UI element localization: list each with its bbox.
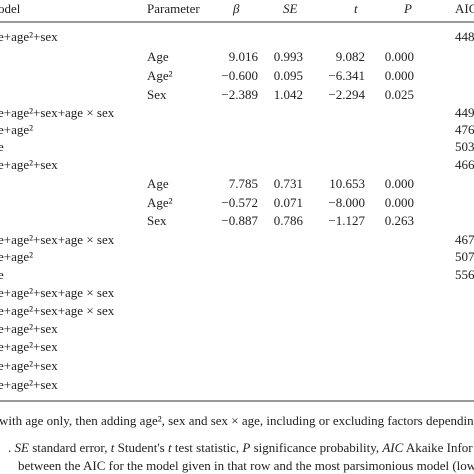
cell-model: e <box>0 139 4 154</box>
cell-p: 0.000 <box>385 176 414 191</box>
cell-parameter: Sex <box>147 87 167 102</box>
cell-beta: −2.389 <box>221 87 258 102</box>
column-header: P <box>403 1 412 16</box>
cell-beta: −0.600 <box>221 68 258 83</box>
note-part: with age only, then adding age², sex and… <box>0 413 474 428</box>
cell-model: e+age² <box>0 122 33 137</box>
cell-p: 0.000 <box>385 49 414 64</box>
cell-beta: −0.887 <box>221 213 258 228</box>
cell-aic: 448.28 <box>455 29 474 44</box>
cell-beta: 7.785 <box>229 176 258 191</box>
cell-model: e+age²+sex <box>0 339 58 354</box>
note-part: between the AIC for the model given in t… <box>18 458 474 473</box>
note-part: t <box>111 440 115 455</box>
cell-t: −8.000 <box>328 195 365 210</box>
cell-model: e+age²+sex <box>0 377 58 392</box>
cell-aic: 507.6 <box>455 249 474 264</box>
cell-model: e+age²+sex <box>0 157 58 172</box>
cell-p: 0.025 <box>385 87 414 102</box>
cell-t: −6.341 <box>328 68 365 83</box>
column-header: β <box>232 1 240 16</box>
note-part: significance probability, <box>250 440 382 455</box>
cell-t: 10.653 <box>329 176 365 191</box>
cell-aic: 449.7 <box>455 105 474 120</box>
cell-aic: 466.9 <box>455 157 474 172</box>
cell-parameter: Age² <box>147 68 173 83</box>
note-part: P <box>241 440 250 455</box>
column-header: AIC <box>455 1 474 16</box>
column-header: odel <box>0 1 21 16</box>
note-part: AIC <box>381 440 403 455</box>
cell-se: 0.993 <box>274 49 303 64</box>
table-note: with age only, then adding age², sex and… <box>0 413 474 428</box>
cell-aic: 476.48 <box>455 122 474 137</box>
note-part: Student's <box>114 440 168 455</box>
cell-beta: −0.572 <box>221 195 258 210</box>
cell-model: e+age²+sex+age × sex <box>0 105 115 120</box>
cell-se: 0.095 <box>274 68 303 83</box>
column-header: Parameter <box>147 1 200 16</box>
table-note: between the AIC for the model given in t… <box>18 458 474 473</box>
cell-model: e+age²+sex <box>0 321 58 336</box>
note-part: Akaike Infor <box>403 440 473 455</box>
cell-p: 0.000 <box>385 195 414 210</box>
cell-model: e+age² <box>0 249 33 264</box>
cell-model: e+age²+sex <box>0 29 58 44</box>
cell-model: e+age²+sex+age × sex <box>0 232 115 247</box>
cell-p: 0.000 <box>385 68 414 83</box>
note-part: test statistic, <box>172 440 243 455</box>
note-part: SE <box>15 440 30 455</box>
cell-se: 1.042 <box>274 87 303 102</box>
cell-se: 0.071 <box>274 195 303 210</box>
cell-aic: 467.86 <box>455 232 474 247</box>
note-part: standard error, <box>29 440 111 455</box>
cell-parameter: Age² <box>147 195 173 210</box>
cell-model: e+age²+sex <box>0 358 58 373</box>
cell-t: −1.127 <box>328 213 365 228</box>
table-note: . SE standard error, t Student's t test … <box>8 440 473 455</box>
cell-parameter: Sex <box>147 213 167 228</box>
column-header: SE <box>283 1 298 16</box>
column-header: t <box>354 1 358 16</box>
cell-t: −2.294 <box>328 87 365 102</box>
cell-parameter: Age <box>147 176 169 191</box>
cell-model: e+age²+sex+age × sex <box>0 285 115 300</box>
note-part: . <box>8 440 15 455</box>
cell-p: 0.263 <box>385 213 414 228</box>
cell-model: e <box>0 267 4 282</box>
note-part: t <box>168 440 172 455</box>
cell-beta: 9.016 <box>229 49 259 64</box>
cell-parameter: Age <box>147 49 169 64</box>
cell-aic: 503.5 <box>455 139 474 154</box>
cell-t: 9.082 <box>336 49 365 64</box>
cell-aic: 556.4 <box>455 267 474 282</box>
cell-se: 0.731 <box>274 176 303 191</box>
cell-se: 0.786 <box>274 213 304 228</box>
cell-model: e+age²+sex+age × sex <box>0 303 115 318</box>
